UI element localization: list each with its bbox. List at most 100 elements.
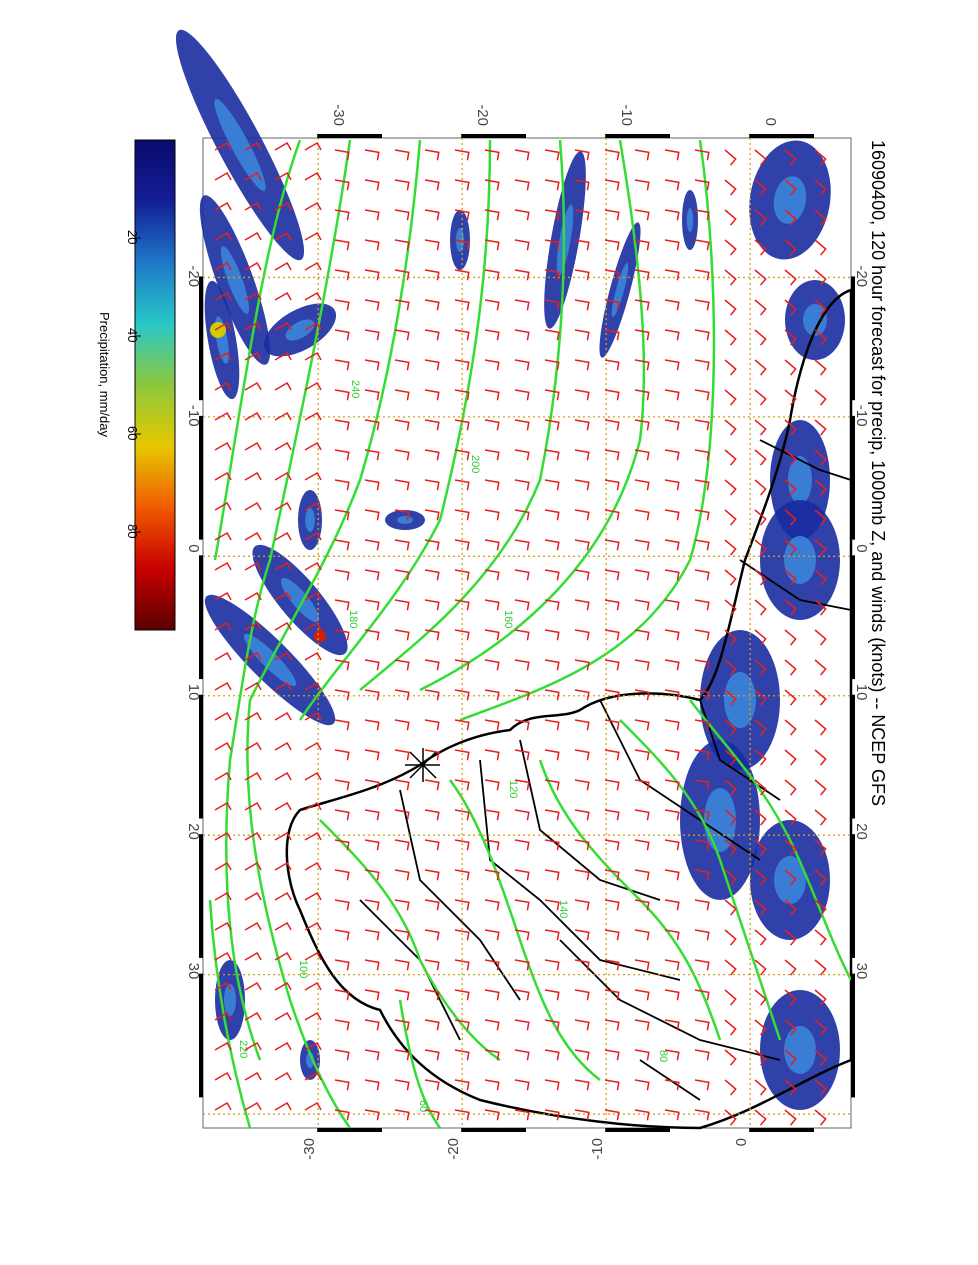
wind-barb <box>424 959 440 971</box>
wind-barb <box>544 629 560 641</box>
wind-barb <box>274 501 292 511</box>
lon-tick-label-right: 30 <box>853 963 870 980</box>
axis-tick-bar <box>749 134 814 138</box>
wind-barb <box>544 1019 560 1031</box>
wind-barb <box>754 659 767 676</box>
wind-barb <box>754 689 767 706</box>
wind-barb <box>304 681 322 691</box>
wind-barb <box>754 989 767 1006</box>
lat-tick-label-bottom: -30 <box>301 1138 318 1160</box>
wind-barb <box>514 329 530 341</box>
wind-barb <box>604 929 620 941</box>
wind-barb <box>334 1109 350 1121</box>
wind-barb <box>424 539 440 551</box>
wind-barb <box>334 299 350 311</box>
wind-barb <box>784 839 797 856</box>
wind-barb <box>304 201 322 211</box>
wind-barb <box>694 239 710 251</box>
wind-barb <box>454 809 470 821</box>
wind-barb <box>424 1019 440 1031</box>
wind-barb <box>514 479 530 491</box>
wind-barb <box>814 389 827 406</box>
wind-barb <box>454 1019 470 1031</box>
wind-barb <box>814 539 827 556</box>
wind-barb <box>454 539 470 551</box>
wind-barb <box>274 261 292 271</box>
wind-barb <box>544 389 560 401</box>
wind-barb <box>664 269 680 281</box>
wind-barb <box>664 1079 680 1091</box>
wind-barb <box>274 831 292 841</box>
wind-barb <box>604 389 620 401</box>
wind-barb <box>214 381 232 391</box>
wind-barb <box>484 509 500 521</box>
wind-barb <box>484 1049 500 1061</box>
wind-barb <box>604 599 620 611</box>
precip-core <box>305 508 315 532</box>
wind-barb <box>424 749 440 761</box>
wind-barb <box>214 681 232 691</box>
wind-barb <box>544 359 560 371</box>
contour-line <box>213 139 302 561</box>
wind-barb <box>364 1019 380 1031</box>
wind-barb <box>334 509 350 521</box>
wind-barb <box>394 149 410 161</box>
wind-barb <box>664 419 680 431</box>
wind-barb <box>814 1019 827 1036</box>
wind-barb <box>544 869 560 881</box>
wind-barb <box>424 1109 440 1121</box>
wind-barb <box>604 509 620 521</box>
wind-barb <box>604 539 620 551</box>
precip-core <box>704 788 736 852</box>
wind-barb <box>514 659 530 671</box>
wind-barb <box>754 239 767 256</box>
wind-barb <box>694 1079 710 1091</box>
wind-barb <box>754 839 767 856</box>
wind-barb <box>634 299 650 311</box>
wind-barb <box>634 539 650 551</box>
wind-barb <box>754 569 767 586</box>
wind-barb <box>574 329 590 341</box>
wind-barb <box>214 771 232 781</box>
wind-barb <box>724 689 737 706</box>
wind-barb <box>814 509 827 526</box>
wind-barb <box>664 239 680 251</box>
wind-barb <box>274 291 292 301</box>
wind-barb <box>724 659 737 676</box>
wind-barb <box>214 471 232 481</box>
wind-barb <box>424 509 440 521</box>
wind-barb <box>304 1101 322 1111</box>
wind-barb <box>334 239 350 251</box>
wind-barb <box>304 501 322 511</box>
wind-barb <box>574 659 590 671</box>
wind-barb <box>484 689 500 701</box>
wind-barb <box>514 809 530 821</box>
wind-barb <box>814 899 827 916</box>
wind-barb <box>514 689 530 701</box>
wind-barb <box>694 719 710 731</box>
axis-tick-bar <box>851 276 855 401</box>
contour-label: 80 <box>657 1050 669 1062</box>
wind-barb <box>274 681 292 691</box>
wind-barb <box>364 329 380 341</box>
wind-barb <box>544 1049 560 1061</box>
wind-barb <box>454 329 470 341</box>
wind-barb <box>814 629 827 646</box>
wind-barb <box>604 1049 620 1061</box>
wind-barb <box>604 359 620 371</box>
wind-barb <box>484 389 500 401</box>
contour-line <box>448 779 601 1081</box>
wind-barb <box>304 291 322 301</box>
axis-tick-bar <box>199 834 203 958</box>
wind-barb <box>724 179 737 196</box>
wind-barb <box>814 1049 827 1066</box>
wind-barb <box>604 179 620 191</box>
country-border <box>599 699 761 861</box>
wind-barb <box>274 861 292 871</box>
wind-barb <box>274 951 292 961</box>
wind-barb <box>454 659 470 671</box>
precip-core <box>773 176 807 224</box>
wind-barb <box>274 351 292 361</box>
wind-barb <box>484 479 500 491</box>
wind-barb <box>394 659 410 671</box>
